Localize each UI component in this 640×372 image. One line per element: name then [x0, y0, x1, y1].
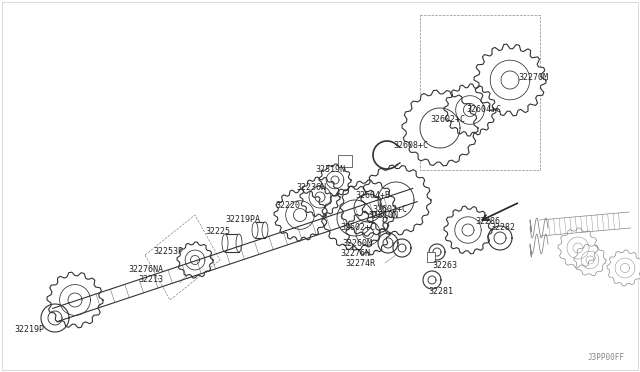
Bar — [255, 222, 265, 238]
Polygon shape — [463, 103, 477, 116]
Polygon shape — [433, 248, 441, 256]
Polygon shape — [191, 256, 200, 264]
Polygon shape — [488, 226, 512, 250]
Polygon shape — [274, 189, 326, 241]
Text: 32276NA: 32276NA — [128, 266, 163, 275]
Text: 32253P: 32253P — [153, 247, 183, 257]
Polygon shape — [323, 186, 387, 250]
Polygon shape — [177, 242, 213, 278]
Polygon shape — [331, 176, 339, 184]
Polygon shape — [383, 238, 393, 248]
Polygon shape — [490, 60, 530, 100]
Polygon shape — [315, 192, 325, 202]
Text: 32219PA: 32219PA — [225, 215, 260, 224]
Polygon shape — [354, 194, 382, 222]
Text: 32602+C: 32602+C — [372, 205, 407, 215]
Polygon shape — [185, 250, 205, 270]
Text: 32282: 32282 — [490, 224, 515, 232]
Polygon shape — [378, 233, 398, 253]
Text: 32286: 32286 — [475, 218, 500, 227]
Text: 32260M: 32260M — [342, 238, 372, 247]
Polygon shape — [574, 244, 606, 276]
Polygon shape — [444, 84, 496, 136]
Ellipse shape — [222, 234, 228, 252]
Text: 32213: 32213 — [138, 276, 163, 285]
Polygon shape — [423, 271, 441, 289]
Text: 32274R: 32274R — [345, 259, 375, 267]
Polygon shape — [47, 272, 103, 328]
Polygon shape — [567, 237, 589, 259]
Ellipse shape — [252, 222, 258, 238]
Text: 32610N: 32610N — [368, 211, 398, 219]
Text: 32319N: 32319N — [315, 166, 345, 174]
Text: J3PP00FF: J3PP00FF — [588, 353, 625, 362]
Text: 32219P: 32219P — [14, 326, 44, 334]
Text: 32608+C: 32608+C — [393, 141, 428, 150]
Polygon shape — [558, 228, 598, 268]
Bar — [338, 155, 352, 167]
Polygon shape — [586, 256, 594, 264]
Polygon shape — [362, 228, 374, 238]
Text: 32602+C: 32602+C — [430, 115, 465, 125]
Bar — [427, 252, 435, 262]
Polygon shape — [393, 239, 411, 257]
Polygon shape — [361, 165, 431, 235]
Polygon shape — [294, 208, 307, 221]
Polygon shape — [444, 206, 492, 254]
Polygon shape — [68, 293, 82, 307]
Text: 32236N: 32236N — [296, 183, 326, 192]
Polygon shape — [398, 244, 406, 252]
Polygon shape — [378, 182, 414, 218]
Ellipse shape — [262, 222, 268, 238]
Polygon shape — [581, 251, 599, 269]
Polygon shape — [573, 243, 583, 253]
Polygon shape — [41, 304, 69, 332]
Polygon shape — [420, 108, 460, 148]
Polygon shape — [60, 285, 90, 315]
Text: 32604+C: 32604+C — [466, 106, 501, 115]
Text: 32225: 32225 — [205, 228, 230, 237]
Polygon shape — [326, 171, 344, 189]
Polygon shape — [474, 44, 546, 116]
Polygon shape — [462, 224, 474, 236]
Polygon shape — [429, 244, 445, 260]
Polygon shape — [494, 232, 506, 244]
Ellipse shape — [236, 234, 242, 252]
Polygon shape — [319, 164, 351, 196]
Polygon shape — [285, 201, 314, 229]
Polygon shape — [615, 258, 635, 278]
Text: 32276N: 32276N — [340, 248, 370, 257]
Polygon shape — [52, 188, 417, 322]
Text: 32604+B: 32604+B — [355, 190, 390, 199]
Polygon shape — [402, 90, 478, 166]
Polygon shape — [48, 311, 62, 325]
Text: 32220: 32220 — [275, 201, 300, 209]
Polygon shape — [340, 180, 396, 236]
Text: 32263: 32263 — [432, 260, 457, 269]
Polygon shape — [607, 250, 640, 286]
Polygon shape — [356, 221, 380, 245]
Text: 32270M: 32270M — [518, 74, 548, 83]
Polygon shape — [309, 186, 331, 208]
Polygon shape — [346, 211, 390, 255]
Polygon shape — [621, 263, 630, 273]
Polygon shape — [428, 276, 436, 284]
Polygon shape — [455, 217, 481, 243]
Polygon shape — [501, 71, 519, 89]
Text: 32602+C: 32602+C — [340, 224, 375, 232]
Bar — [225, 234, 239, 252]
Polygon shape — [456, 96, 484, 124]
Polygon shape — [540, 212, 630, 236]
Polygon shape — [337, 200, 373, 236]
Polygon shape — [300, 177, 340, 217]
Text: 32281: 32281 — [428, 288, 453, 296]
